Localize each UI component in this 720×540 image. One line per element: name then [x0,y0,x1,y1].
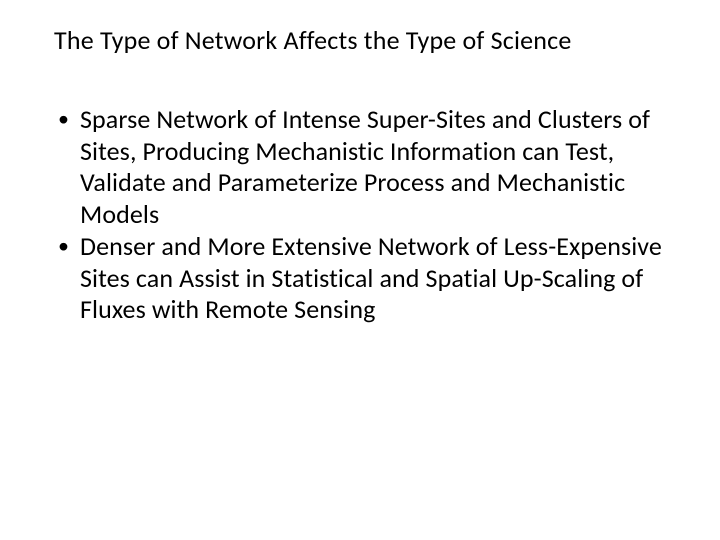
slide-title: The Type of Network Affects the Type of … [54,24,666,56]
bullet-item: Sparse Network of Intense Super-Sites an… [54,104,666,231]
slide-container: The Type of Network Affects the Type of … [0,0,720,540]
bullet-list: Sparse Network of Intense Super-Sites an… [54,104,666,326]
bullet-item: Denser and More Extensive Network of Les… [54,231,666,326]
